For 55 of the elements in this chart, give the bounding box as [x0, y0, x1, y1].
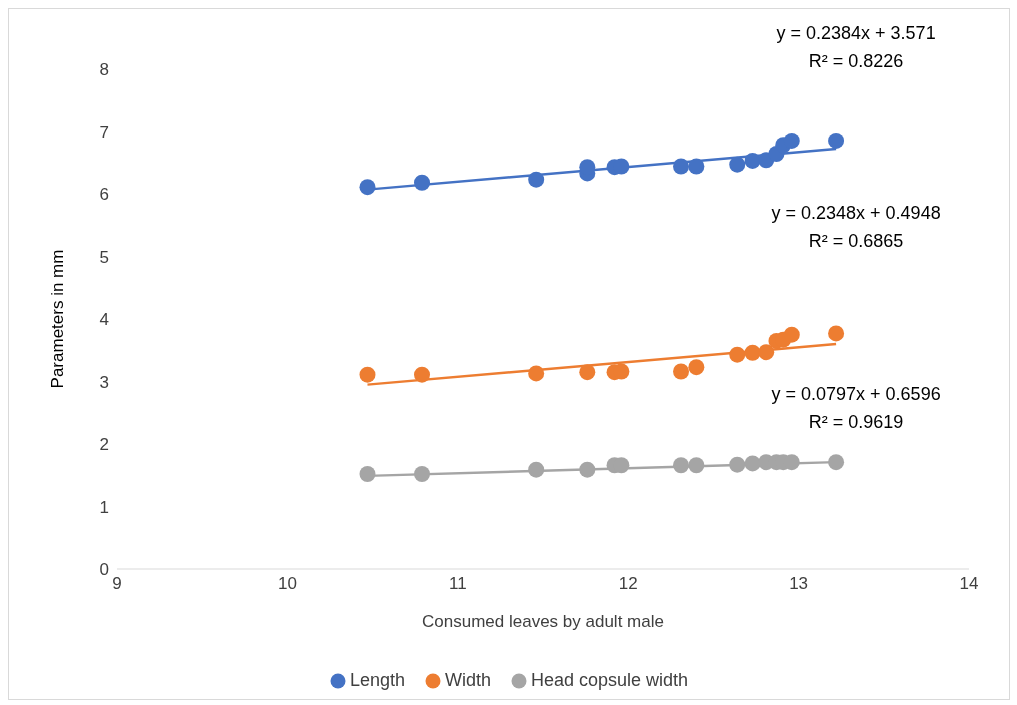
annotation: R² = 0.6865: [808, 231, 904, 251]
point: [579, 364, 596, 381]
annotation: R² = 0.9619: [808, 412, 904, 433]
point: [758, 344, 775, 361]
point: [744, 152, 761, 169]
y-tick-label: 4: [99, 310, 109, 330]
point: [688, 158, 705, 175]
x-tick-label: 13: [789, 574, 809, 594]
x-tick-label: 14: [959, 574, 979, 594]
point: [528, 171, 545, 188]
annotation: R² = 0.8226: [808, 51, 904, 71]
point: [359, 366, 376, 383]
point: [414, 466, 431, 482]
point: [414, 174, 431, 191]
point: [579, 461, 596, 478]
y-tick-label: 8: [99, 60, 109, 80]
annotation: y = 0.0797x + 0.6596: [771, 384, 941, 405]
x-tick-label: 9: [112, 574, 122, 594]
point: [828, 132, 845, 149]
point: [688, 359, 705, 376]
y-axis-title: Parameters in mm: [48, 249, 68, 389]
y-tick-label: 6: [99, 185, 109, 205]
point: [828, 454, 845, 471]
point: [744, 455, 761, 472]
point: [673, 457, 690, 474]
point: [729, 456, 746, 473]
point: [828, 325, 845, 342]
legend-label: Length: [349, 670, 405, 691]
point: [528, 461, 545, 478]
point: [673, 158, 690, 175]
x-axis-title: Consumed leaves by adult male: [422, 612, 664, 631]
annotation: y = 0.2348x + 0.4948: [771, 203, 941, 223]
y-tick-label: 2: [99, 435, 109, 455]
x-tick-label: 10: [277, 574, 297, 594]
point: [729, 346, 746, 363]
text: y = 0.2384x + 3.571: [776, 23, 936, 43]
point: [528, 365, 545, 382]
point: [673, 363, 690, 380]
y-tick-label: 0: [99, 560, 109, 580]
point: [359, 179, 376, 196]
point: [783, 326, 800, 343]
point: [729, 156, 746, 173]
x-tick-label: 12: [618, 574, 638, 594]
point: [744, 344, 761, 361]
y-tick-label: 5: [99, 247, 109, 267]
y-tick-label: 3: [99, 372, 109, 392]
point: [688, 457, 705, 474]
point: [359, 466, 376, 482]
legend-label: Head copsule width: [530, 670, 689, 691]
point: [783, 132, 800, 149]
legend-label: Width: [444, 670, 491, 691]
y-tick-label: 1: [99, 497, 109, 517]
point: [414, 366, 431, 383]
x-tick-label: 11: [448, 574, 467, 594]
y-tick-label: 7: [99, 122, 109, 142]
